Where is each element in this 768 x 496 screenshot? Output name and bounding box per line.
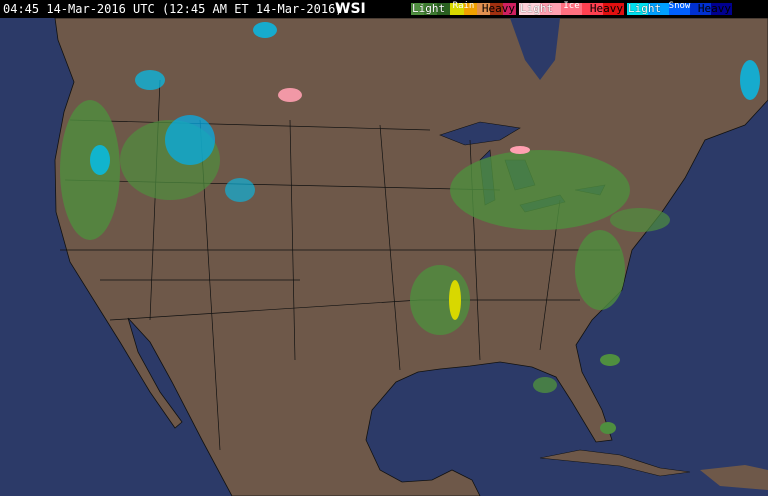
legend-swatch — [540, 3, 561, 15]
legend-swatch — [437, 3, 451, 15]
hudson-bay — [510, 18, 560, 80]
legend-ice: Ice Light Heavy — [519, 1, 624, 15]
radar-precipitation — [60, 22, 760, 434]
legend-name-label: Snow — [668, 1, 691, 11]
legend-swatch — [690, 3, 711, 15]
legend-name-label: Ice — [563, 1, 580, 11]
legend-light-label: Light — [628, 2, 662, 15]
legend-swatch — [463, 3, 477, 15]
legend-swatch — [450, 3, 464, 15]
legend-swatch — [648, 3, 669, 15]
legend-swatch — [603, 3, 624, 15]
legend-snow: Snow Light Heavy — [627, 1, 732, 15]
legend-name-label: Rain — [452, 1, 475, 11]
legend-light-label: Light — [412, 2, 446, 15]
header-bar: 04:45 14-Mar-2016 UTC (12:45 AM ET 14-Ma… — [0, 0, 768, 18]
legend-swatch — [627, 3, 648, 15]
hispaniola — [700, 465, 768, 490]
timestamp: 04:45 14-Mar-2016 UTC (12:45 AM ET 14-Ma… — [3, 2, 343, 16]
legend-swatch — [669, 3, 690, 15]
legend-swatch — [476, 3, 490, 15]
legend-rain: Rain Light Heavy — [411, 1, 516, 15]
legend-swatch — [489, 3, 503, 15]
legend-heavy-label: Heavy — [481, 2, 515, 15]
legend-swatch — [519, 3, 540, 15]
legend-swatch — [711, 3, 732, 15]
north-america-land — [54, 17, 768, 496]
legend-light-label: Light — [520, 2, 554, 15]
cuba — [539, 449, 691, 477]
legend-swatch — [502, 3, 516, 15]
wsi-logo: WSI — [335, 1, 366, 17]
legend-heavy-label: Heavy — [697, 2, 731, 15]
legend-heavy-label: Heavy — [589, 2, 623, 15]
legend-swatch — [411, 3, 425, 15]
legend-swatch — [561, 3, 582, 15]
legend-swatch — [582, 3, 603, 15]
legend-swatch — [424, 3, 438, 15]
